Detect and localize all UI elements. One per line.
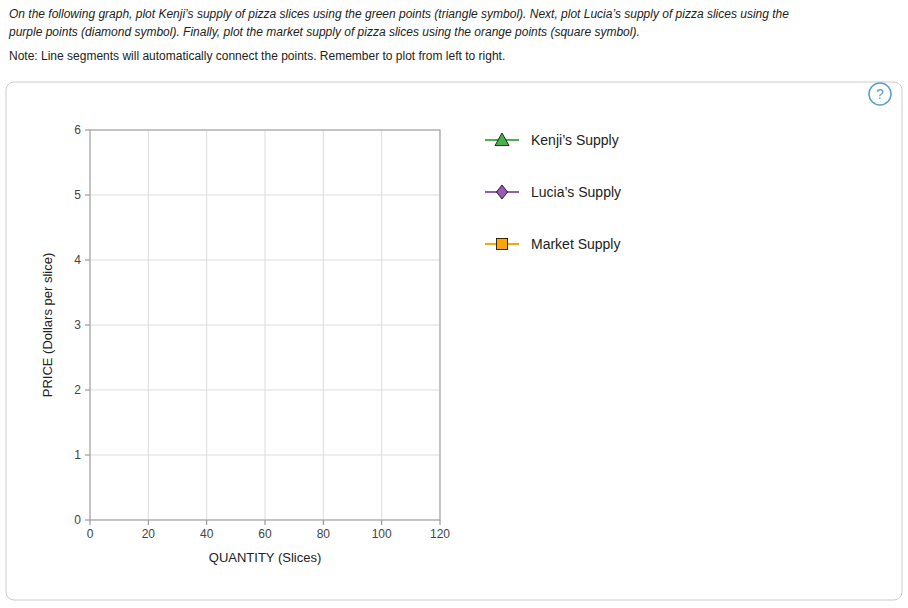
- tick-mark: [85, 390, 90, 391]
- tick-mark: [148, 520, 149, 525]
- tick-mark: [323, 520, 324, 525]
- grid-line: [90, 260, 440, 261]
- help-circle: [869, 83, 891, 105]
- axes: 0 20 40 60 80 100 120 0 1 2 3 4 5 6: [74, 123, 450, 541]
- tick-label: 40: [200, 527, 214, 541]
- grid: [90, 130, 440, 520]
- tick-label: 6: [74, 123, 81, 137]
- tick-mark: [85, 455, 90, 456]
- tick-label: 2: [74, 383, 81, 397]
- tick-label: 4: [74, 253, 81, 267]
- tick-label: 0: [74, 513, 81, 527]
- tick-mark: [85, 195, 90, 196]
- legend-label: Kenji’s Supply: [531, 132, 619, 148]
- x-axis-title: QUANTITY (Slices): [209, 550, 321, 565]
- instruction-text: On the following graph, plot Kenji’s sup…: [9, 7, 789, 21]
- tick-mark: [85, 325, 90, 326]
- legend-label: Lucia’s Supply: [531, 184, 621, 200]
- legend: Kenji’s Supply Lucia’s Supply Market Suppl…: [485, 132, 621, 252]
- legend-marker: [496, 185, 507, 199]
- help-mark: ?: [876, 86, 884, 102]
- tick-label: 20: [142, 527, 156, 541]
- chart-root: On the following graph, plot Kenji’s sup…: [0, 0, 908, 608]
- tick-mark: [85, 260, 90, 261]
- grid-line: [90, 325, 440, 326]
- grid-line: [90, 455, 440, 456]
- plot-frame: [90, 130, 440, 520]
- tick-label: 100: [372, 527, 392, 541]
- tick-mark: [381, 520, 382, 525]
- tick-mark: [90, 520, 91, 525]
- note-text: Note: Line segments will automatically c…: [9, 49, 505, 63]
- grid-line: [90, 195, 440, 196]
- instruction-text: purple points (diamond symbol). Finally,…: [8, 25, 640, 39]
- tick-label: 80: [317, 527, 331, 541]
- tick-label: 0: [87, 527, 94, 541]
- tick-label: 5: [74, 188, 81, 202]
- tick-label: 3: [74, 318, 81, 332]
- tick-mark: [265, 520, 266, 525]
- y-axis-title: PRICE (Dollars per slice): [40, 253, 55, 397]
- tick-mark: [85, 520, 90, 521]
- tick-label: 60: [258, 527, 272, 541]
- plot-background: [90, 130, 440, 520]
- tick-mark: [440, 520, 441, 525]
- tick-mark: [85, 130, 90, 131]
- tick-label: 1: [74, 448, 81, 462]
- legend-label: Market Supply: [531, 236, 620, 252]
- tick-mark: [206, 520, 207, 525]
- tick-label: 120: [430, 527, 450, 541]
- container-box: [6, 82, 902, 600]
- grid-line: [90, 390, 440, 391]
- legend-marker: [496, 238, 507, 249]
- legend-marker: [495, 133, 509, 146]
